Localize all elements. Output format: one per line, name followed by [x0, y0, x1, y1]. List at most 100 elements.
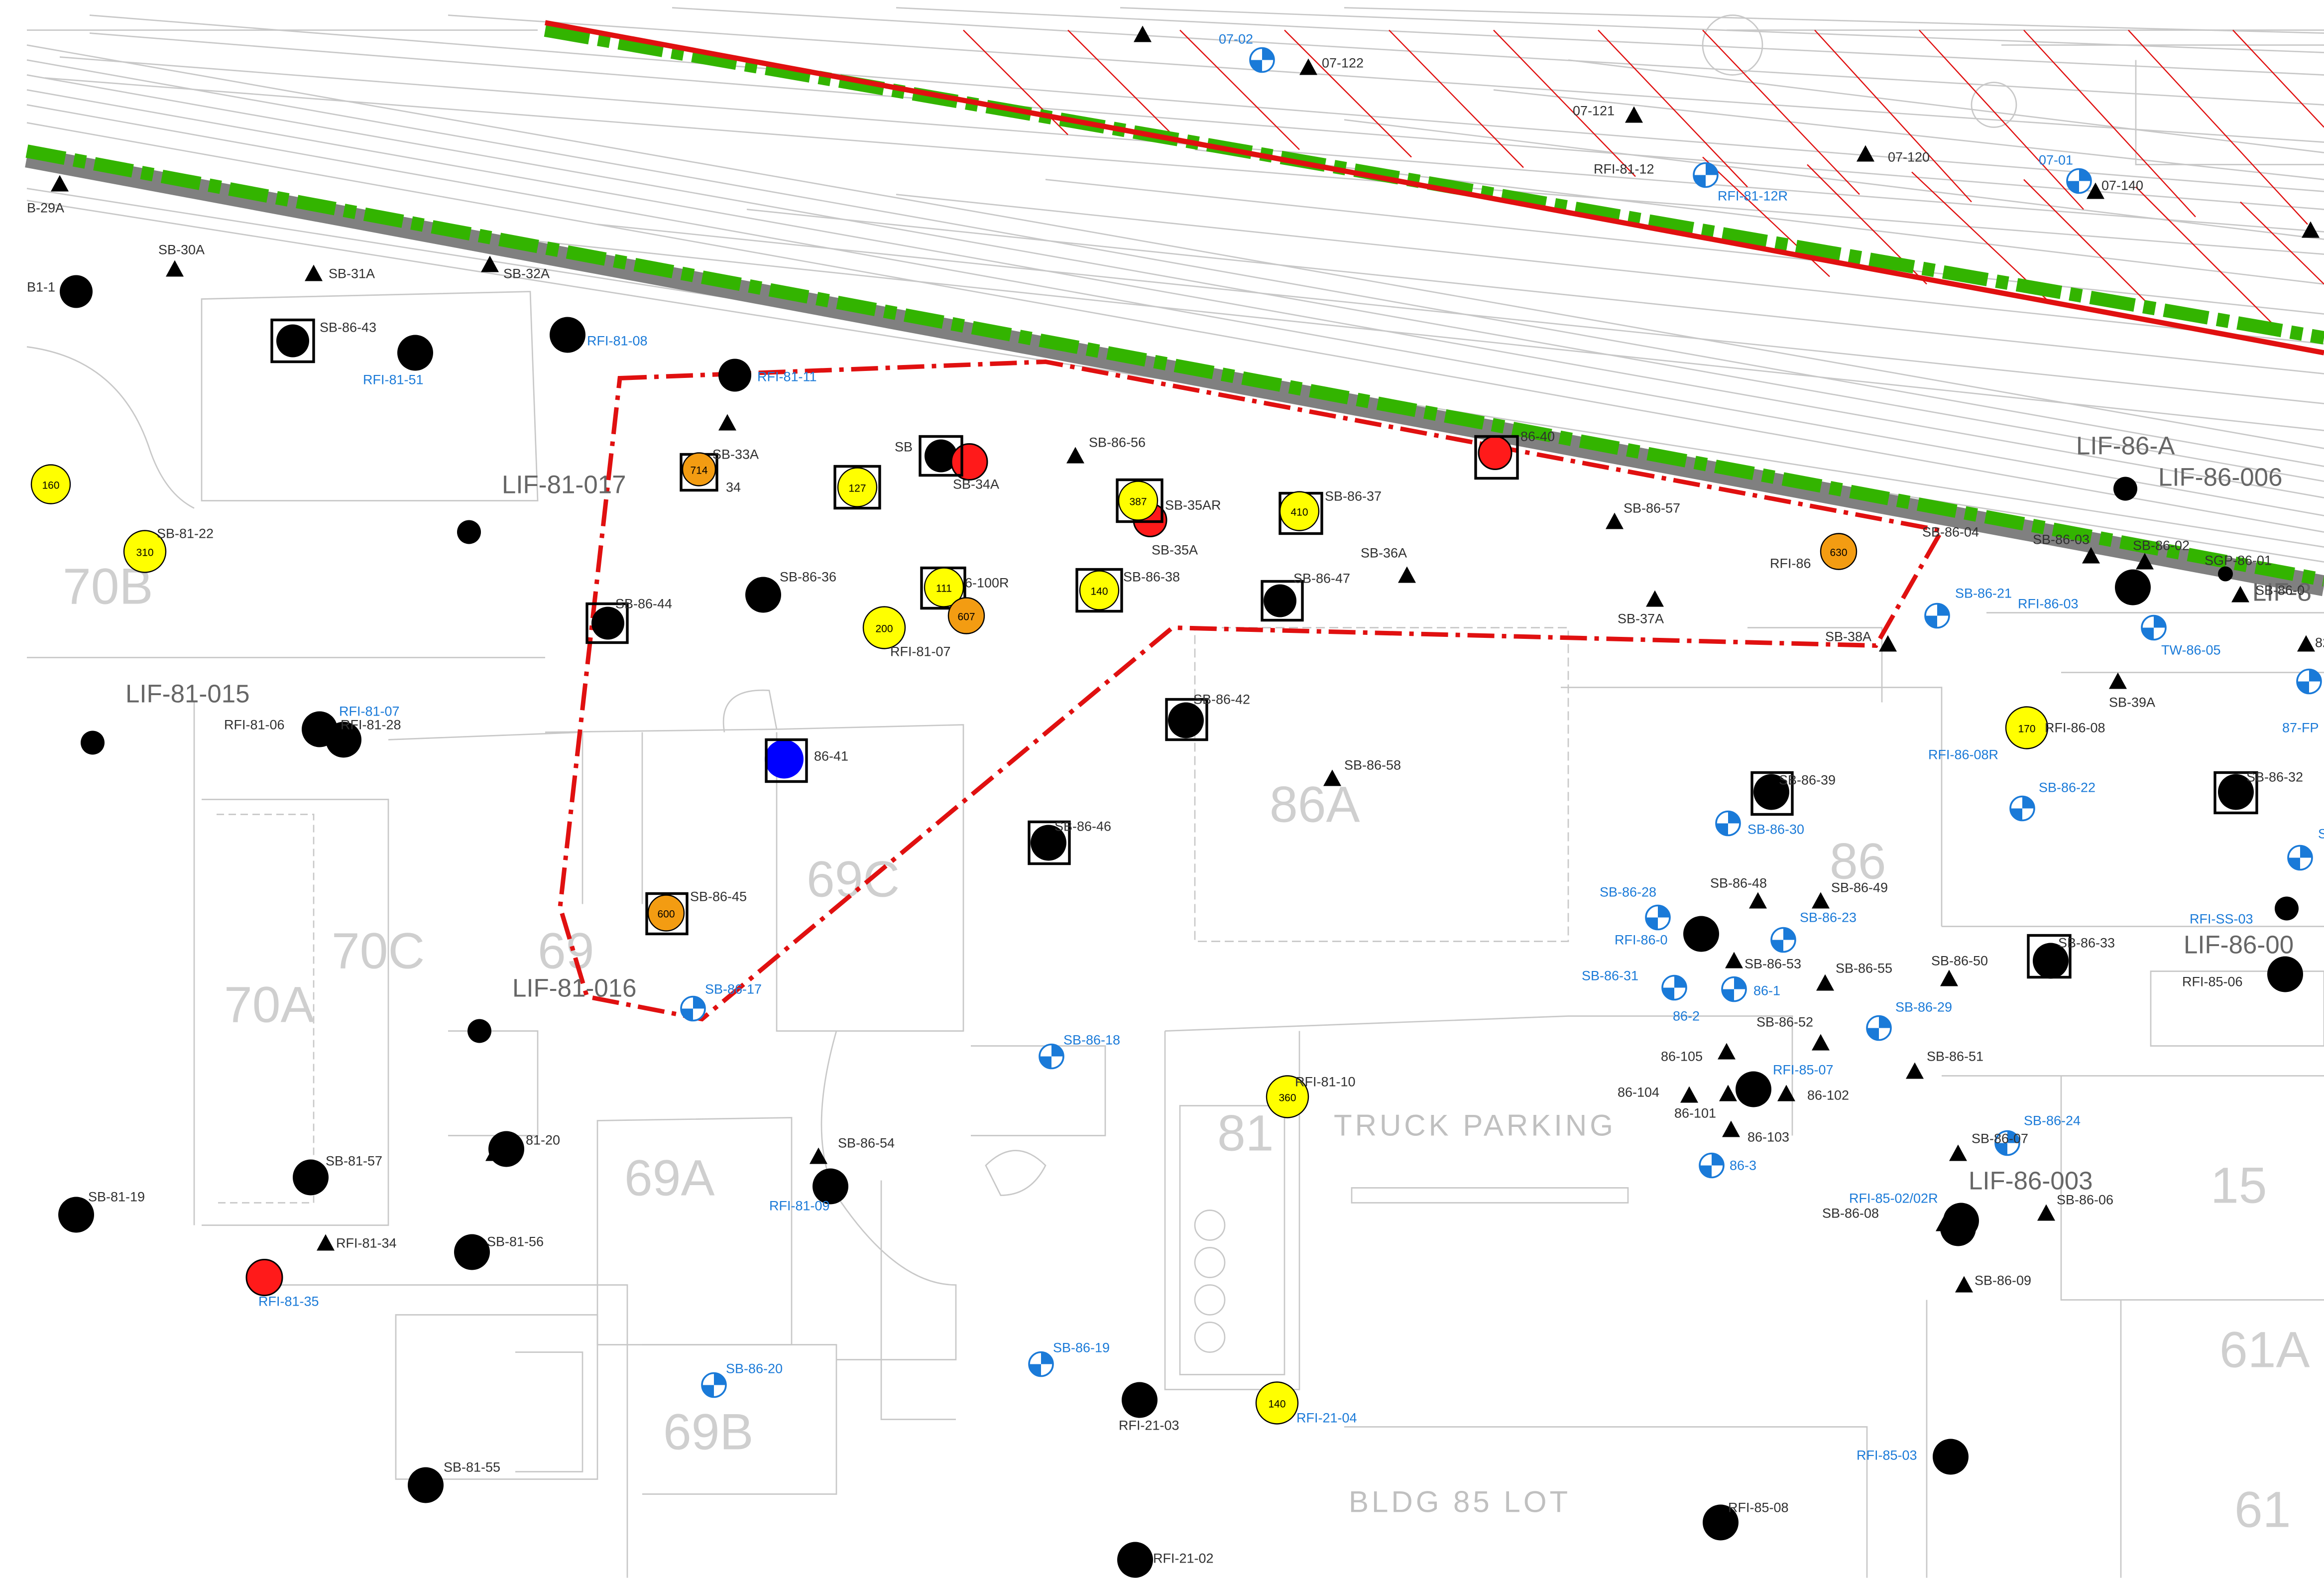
value-marker: 111	[924, 567, 964, 607]
value-marker: 140	[1079, 570, 1120, 610]
boring-label: 34	[726, 480, 741, 495]
soil-boring-icon	[2082, 547, 2100, 564]
basemap	[26, 7, 2324, 1578]
boring-label: SB-86-06	[2057, 1193, 2113, 1208]
value-circle-icon	[924, 567, 964, 607]
soil-boring-icon	[1066, 447, 1084, 464]
boring-label: SB-86-48	[1710, 876, 1767, 891]
monitoring-well-icon	[1721, 976, 1747, 1002]
area-label: LIF-81-017	[502, 471, 626, 499]
boring-label: RFI-81-34	[336, 1236, 397, 1251]
sample-dot-icon	[60, 275, 93, 308]
value-marker-label: 387	[1129, 496, 1147, 508]
boring-label: 81-20	[526, 1133, 560, 1148]
value-marker-label: 360	[1278, 1092, 1296, 1104]
parcel-label: 61A	[2219, 1322, 2310, 1378]
monitoring-well-icon	[1770, 927, 1796, 953]
soil-boring-icon	[305, 264, 323, 281]
boring-label: SB-32A	[503, 266, 550, 281]
boring-label: 82	[2315, 635, 2324, 650]
sample-dot-icon	[81, 730, 105, 755]
square-outline-icon	[270, 318, 315, 364]
boring-label: SB-39A	[2109, 695, 2155, 710]
sample-dot-icon	[1264, 584, 1296, 617]
value-marker: 607	[947, 597, 985, 634]
soil-boring-icon	[1936, 1214, 1954, 1231]
parcel-label: 86	[1830, 833, 1886, 890]
sample-dot-icon	[1703, 1504, 1739, 1541]
square-outline-icon	[919, 435, 963, 477]
boring-label: SB-86-54	[838, 1136, 895, 1151]
well-label: 86-3	[1730, 1158, 1756, 1173]
boring-label: SB-86-42	[1193, 692, 1250, 707]
square-outline-icon	[1750, 771, 1794, 816]
sample-dot-icon	[467, 1019, 491, 1043]
sample-dot-icon	[591, 607, 624, 640]
boring-label: SB-86-39	[1779, 773, 1836, 788]
boring-label: SB-86-53	[1744, 957, 1801, 971]
value-marker: 630	[1820, 533, 1858, 570]
value-marker-label: 140	[1268, 1399, 1285, 1410]
well-label: SB-86-31	[1582, 969, 1638, 983]
soil-boring-icon	[1749, 892, 1767, 909]
soil-boring-icon	[1625, 106, 1643, 123]
well-label: SI	[2318, 827, 2324, 842]
monitoring-well-icon	[1866, 1015, 1892, 1041]
well-label: SB-86-22	[2039, 780, 2095, 795]
boring-label: 07-140	[2101, 178, 2143, 193]
well-label: RFI-21-04	[1296, 1411, 1357, 1426]
sample-dot-icon	[2113, 477, 2137, 501]
boring-label: RFI-21-02	[1153, 1551, 1214, 1566]
area-label: LIF-86-006	[2158, 463, 2282, 491]
value-marker-label: 111	[936, 583, 952, 595]
sample-dot-icon	[457, 520, 481, 544]
monitoring-well-icon	[1699, 1152, 1725, 1179]
boring-label: SB-86-09	[1975, 1273, 2031, 1288]
area-label: BLDG 85 LOT	[1349, 1485, 1571, 1519]
boring-label: SGP-86-01	[2205, 553, 2272, 568]
sample-dot-icon	[2218, 566, 2233, 582]
well-label: SB-86-28	[1600, 885, 1656, 900]
value-circle-icon	[1820, 533, 1858, 570]
square-outline-icon	[833, 465, 881, 510]
parcel-label: 69A	[624, 1150, 715, 1207]
investigation-boundary	[558, 359, 1946, 1022]
boring-label: SB-86-46	[1054, 819, 1111, 834]
well-label: RFI-81-07	[339, 704, 400, 719]
boring-label: SB-81-55	[444, 1460, 500, 1475]
boring-label: SB-86-08	[1822, 1206, 1879, 1221]
parcel-labels: 70B 70C 70A 69 69C 69A 69B 86A 86 15 61A…	[63, 558, 2310, 1538]
value-marker-label: 160	[42, 480, 59, 491]
square-outline-icon	[1261, 580, 1304, 622]
blue-sample-icon	[765, 739, 804, 779]
area-label: LIF-8	[2252, 578, 2312, 607]
well-label: RFI-85-03	[1857, 1448, 1917, 1463]
square-outline-icon	[2213, 771, 2258, 815]
well-label: SB-86-20	[726, 1361, 783, 1376]
boring-label: RFI-81-07	[890, 644, 951, 659]
square-outline-icon	[645, 892, 689, 936]
well-label: SB-86-24	[2024, 1113, 2081, 1128]
boring-label: SB-86-0	[2255, 583, 2305, 598]
boring-label: 86-103	[1747, 1130, 1789, 1145]
area-labels: LIF-81-017 LIF-81-015 LIF-81-016 LIF-86-…	[125, 432, 2312, 1519]
value-marker: 600	[647, 894, 685, 932]
soil-boring-icon	[1906, 1062, 1924, 1079]
boring-label: SB-81-19	[88, 1190, 145, 1205]
well-label: SB-86-29	[1895, 1000, 1952, 1015]
square-outline-icon	[1116, 478, 1163, 523]
square-outline-icon	[1474, 435, 1519, 480]
boring-label: SB-86-51	[1927, 1049, 1983, 1064]
soil-boring-icon	[2037, 1204, 2055, 1221]
rail-corridor-lower	[25, 144, 2324, 597]
boring-label: SB-38A	[1825, 629, 1871, 644]
parcel-label: 86A	[1270, 776, 1360, 833]
sample-dot-icon	[1117, 1542, 1153, 1578]
soil-boring-icon	[1680, 1086, 1698, 1103]
boring-label: SB-86-02	[2133, 538, 2190, 553]
parcel-label: 70A	[224, 976, 315, 1033]
value-marker: 714	[682, 452, 716, 486]
monitoring-well-icon	[701, 1372, 727, 1398]
soil-boring-icon	[2297, 635, 2315, 652]
boring-label: SB-86-33	[2058, 936, 2115, 951]
